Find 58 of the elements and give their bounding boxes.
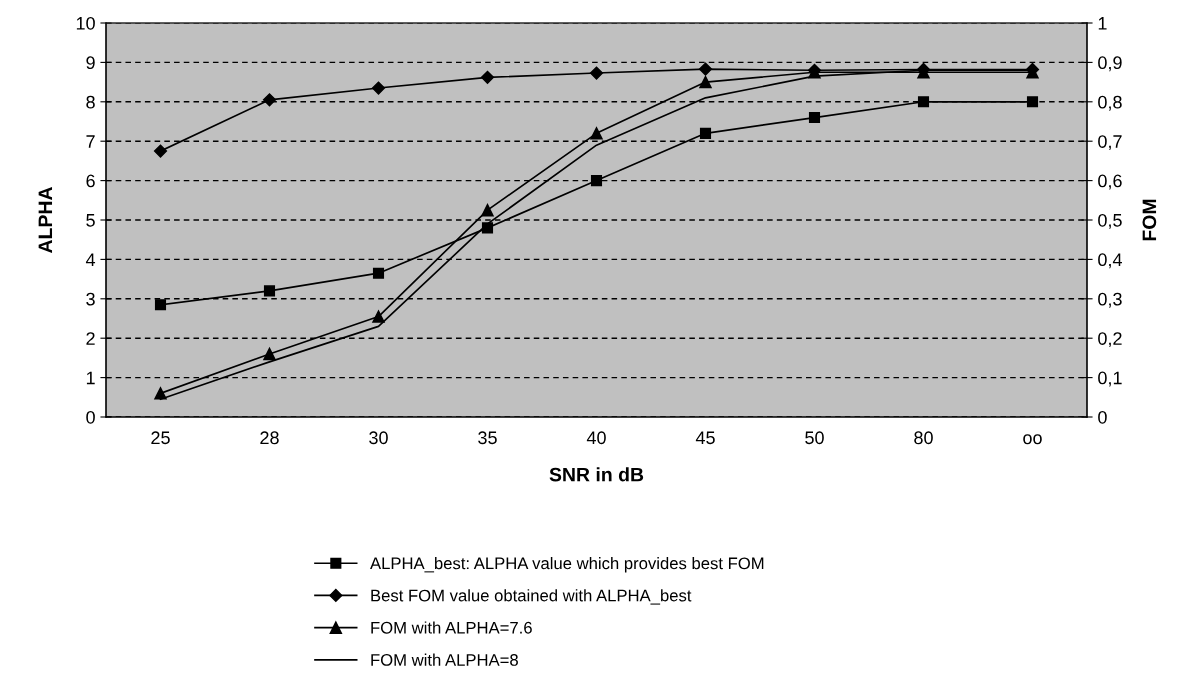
legend-label: Best FOM value obtained with ALPHA_best — [371, 589, 692, 605]
y2-tick-label: 0,1 — [1098, 371, 1122, 387]
y-tick-label: 5 — [86, 214, 95, 227]
y2-tick-label: 0,5 — [1098, 213, 1122, 229]
x-tick-label: 80 — [914, 431, 933, 445]
x-tick-label: 50 — [805, 431, 824, 445]
point — [917, 96, 930, 108]
y2-tick-label: 0,2 — [1098, 332, 1122, 348]
y-tick-label: 6 — [86, 174, 95, 188]
y-tick-label: 4 — [85, 253, 96, 266]
point — [481, 203, 494, 217]
x-tick-label: 40 — [586, 431, 606, 445]
y2-tick-label: 0,7 — [1098, 135, 1122, 151]
point — [263, 285, 276, 297]
y2-tick-label: 1 — [1098, 17, 1107, 30]
point — [154, 299, 167, 311]
point — [808, 112, 821, 124]
point — [372, 267, 385, 279]
y2-tick-label: 0,8 — [1098, 95, 1122, 111]
legend-label: FOM with ALPHA=7.6 — [371, 621, 532, 634]
point — [262, 93, 277, 107]
x-tick-label: 35 — [478, 431, 497, 445]
x-axis-title: SNR in dB — [549, 467, 644, 482]
point — [263, 347, 276, 361]
point — [590, 127, 603, 140]
y2-tick-label: 0,6 — [1098, 174, 1122, 190]
point — [699, 127, 712, 139]
x-tick-label: 28 — [260, 431, 279, 445]
point — [1026, 96, 1039, 108]
y-tick-label: 1 — [86, 371, 95, 385]
y-tick-label: 9 — [86, 56, 95, 70]
point — [371, 81, 386, 95]
y-axis-title: ALPHA — [38, 187, 53, 253]
y-tick-label: 0 — [86, 410, 95, 424]
point — [154, 387, 167, 400]
y-tick-label: 2 — [86, 332, 95, 345]
y-tick-label: 10 — [76, 16, 95, 30]
point — [590, 175, 603, 187]
x-tick-label: oo — [1023, 434, 1042, 445]
point — [589, 66, 604, 80]
point — [153, 144, 168, 158]
point — [699, 75, 712, 89]
y2-axis-title: FOM — [1142, 199, 1157, 241]
y-tick-label: 8 — [86, 95, 95, 109]
point — [480, 70, 495, 84]
x-tick-label: 45 — [695, 431, 715, 445]
y-tick-label: 3 — [86, 292, 95, 306]
y2-tick-label: 0,3 — [1098, 292, 1122, 308]
x-tick-label: 30 — [369, 431, 388, 445]
legend-label: ALPHA_best: ALPHA value which provides best FOM — [370, 557, 764, 573]
y2-tick-label: 0 — [1098, 410, 1107, 424]
point — [698, 62, 713, 76]
point — [372, 310, 385, 323]
y2-tick-label: 0,4 — [1098, 253, 1122, 269]
y-tick-label: 7 — [86, 135, 95, 148]
y2-tick-label: 0,9 — [1098, 56, 1122, 72]
legend-label: FOM with ALPHA=8 — [371, 653, 518, 666]
x-tick-label: 25 — [151, 431, 170, 445]
